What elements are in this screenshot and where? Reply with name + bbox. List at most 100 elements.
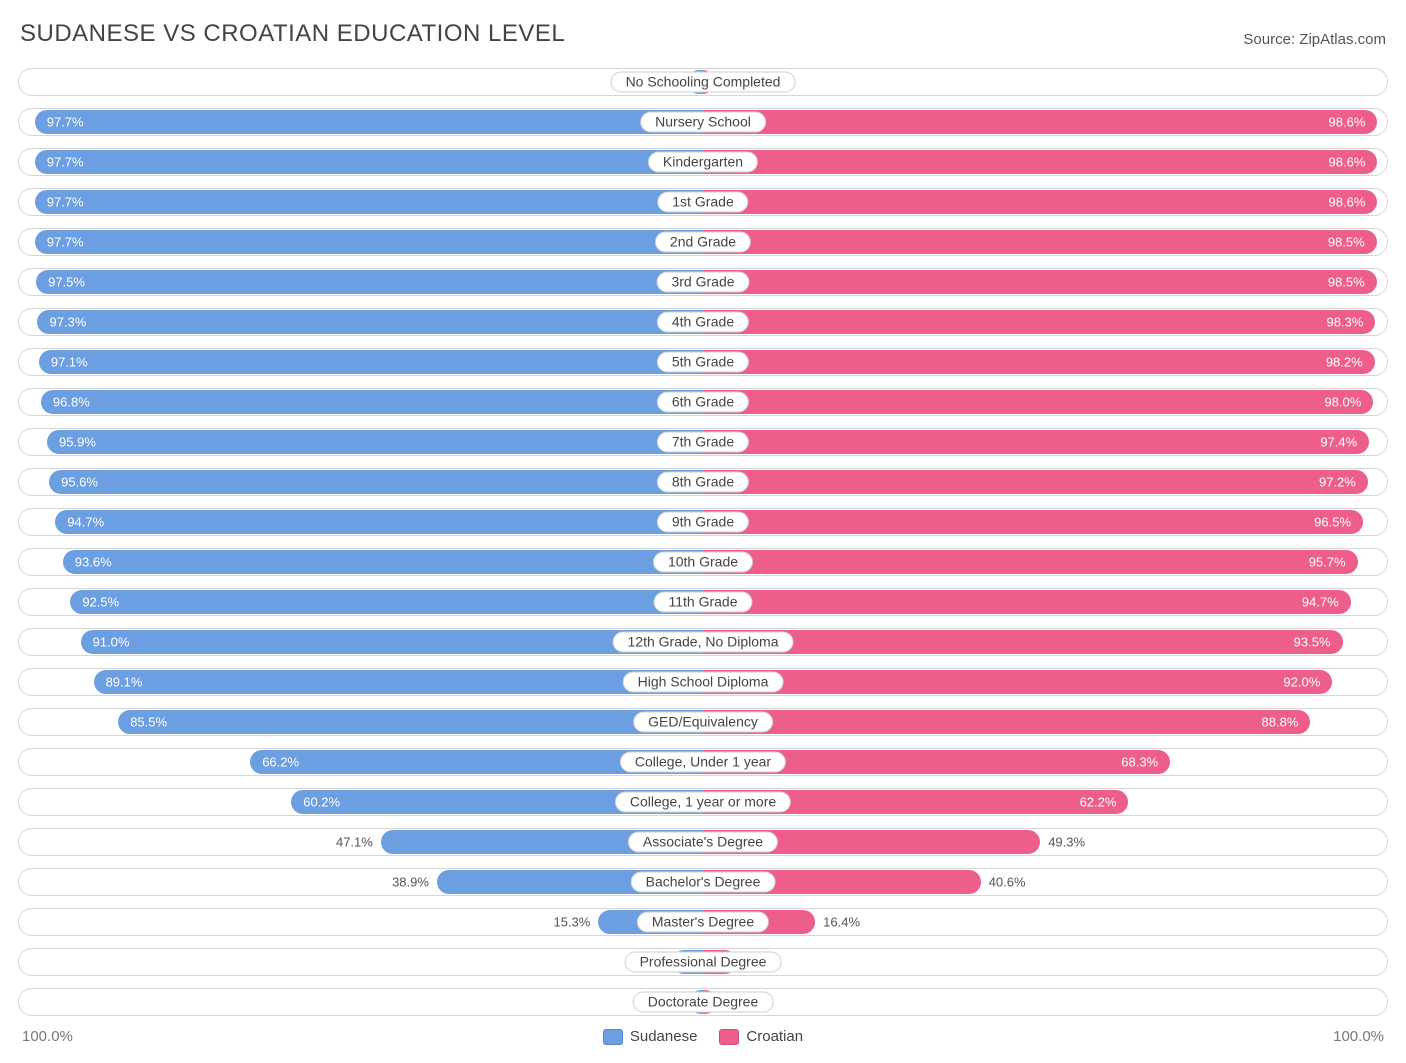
bar-right	[703, 230, 1377, 254]
row-right-half: 94.7%	[703, 589, 1387, 615]
bar-left	[36, 270, 703, 294]
bar-right	[703, 550, 1358, 574]
value-right: 94.7%	[1302, 595, 1339, 610]
category-label: 1st Grade	[657, 192, 748, 213]
chart-row: 38.9%40.6%Bachelor's Degree	[18, 868, 1388, 896]
value-right: 97.2%	[1319, 475, 1356, 490]
row-right-half: 95.7%	[703, 549, 1387, 575]
value-left: 15.3%	[553, 915, 590, 930]
value-left: 89.1%	[106, 675, 143, 690]
category-label: 6th Grade	[657, 392, 749, 413]
row-right-half: 98.3%	[703, 309, 1387, 335]
value-left: 66.2%	[262, 755, 299, 770]
chart-row: 2.1%2.0%Doctorate Degree	[18, 988, 1388, 1016]
row-right-half: 92.0%	[703, 669, 1387, 695]
value-left: 97.7%	[47, 115, 84, 130]
value-right: 98.3%	[1326, 315, 1363, 330]
value-right: 98.6%	[1329, 155, 1366, 170]
category-label: Master's Degree	[637, 912, 769, 933]
value-left: 38.9%	[392, 875, 429, 890]
row-left-half: 95.6%	[19, 469, 703, 495]
value-right: 49.3%	[1048, 835, 1085, 850]
row-left-half: 2.3%	[19, 69, 703, 95]
value-right: 92.0%	[1283, 675, 1320, 690]
bar-right	[703, 510, 1363, 534]
legend-label-right: Croatian	[746, 1028, 803, 1045]
row-right-half: 4.9%	[703, 949, 1387, 975]
row-right-half: 96.5%	[703, 509, 1387, 535]
chart-row: 92.5%94.7%11th Grade	[18, 588, 1388, 616]
bar-left	[35, 150, 703, 174]
value-left: 95.6%	[61, 475, 98, 490]
bar-left	[35, 110, 703, 134]
chart-row: 97.7% 98.6% Nursery School	[18, 108, 1388, 136]
bar-right	[703, 590, 1351, 614]
chart-row: 2.3%1.5%No Schooling Completed	[18, 68, 1388, 96]
value-right: 68.3%	[1121, 755, 1158, 770]
value-right: 16.4%	[823, 915, 860, 930]
bar-right	[703, 110, 1377, 134]
diverging-bar-chart: 2.3%1.5%No Schooling Completed 97.7% 98.6%…	[18, 68, 1388, 1016]
bar-left	[47, 430, 703, 454]
row-left-half: 60.2%	[19, 789, 703, 815]
chart-row: 97.7%98.5%2nd Grade	[18, 228, 1388, 256]
row-right-half: 2.0%	[703, 989, 1387, 1015]
source-name: ZipAtlas.com	[1299, 31, 1386, 48]
value-left: 85.5%	[130, 715, 167, 730]
row-left-half: 66.2%	[19, 749, 703, 775]
row-left-half: 97.7%	[19, 109, 703, 135]
category-label: Kindergarten	[648, 152, 758, 173]
value-right: 98.6%	[1329, 115, 1366, 130]
chart-row: 95.6%97.2%8th Grade	[18, 468, 1388, 496]
category-label: College, Under 1 year	[620, 752, 786, 773]
chart-row: 94.7%96.5%9th Grade	[18, 508, 1388, 536]
axis-max-right: 100.0%	[1333, 1028, 1384, 1045]
bar-right	[703, 150, 1377, 174]
value-right: 98.5%	[1328, 275, 1365, 290]
bar-left	[41, 390, 703, 414]
row-left-half: 38.9%	[19, 869, 703, 895]
row-right-half: 1.5%	[703, 69, 1387, 95]
bar-left	[63, 550, 703, 574]
category-label: 9th Grade	[657, 512, 749, 533]
value-right: 96.5%	[1314, 515, 1351, 530]
category-label: Bachelor's Degree	[631, 872, 776, 893]
row-right-half: 98.6%	[703, 149, 1387, 175]
category-label: Associate's Degree	[628, 832, 778, 853]
bar-left	[39, 350, 703, 374]
row-right-half: 98.5%	[703, 269, 1387, 295]
bar-left	[35, 230, 703, 254]
chart-row: 93.6%95.7%10th Grade	[18, 548, 1388, 576]
chart-footer: 100.0% 100.0% Sudanese Croatian	[18, 1028, 1388, 1045]
bar-left	[70, 590, 703, 614]
legend-item-right: Croatian	[719, 1028, 803, 1045]
category-label: 3rd Grade	[656, 272, 749, 293]
category-label: 4th Grade	[657, 312, 749, 333]
category-label: 7th Grade	[657, 432, 749, 453]
bar-right	[703, 670, 1332, 694]
chart-row: 89.1% 92.0% High School Diploma	[18, 668, 1388, 696]
chart-row: 66.2% 68.3% College, Under 1 year	[18, 748, 1388, 776]
row-left-half: 47.1%	[19, 829, 703, 855]
row-left-half: 97.3%	[19, 309, 703, 335]
category-label: Nursery School	[640, 112, 766, 133]
row-left-half: 89.1%	[19, 669, 703, 695]
category-label: 2nd Grade	[655, 232, 751, 253]
value-right: 97.4%	[1320, 435, 1357, 450]
bar-right	[703, 710, 1310, 734]
bar-left	[55, 510, 703, 534]
chart-row: 95.9%97.4%7th Grade	[18, 428, 1388, 456]
chart-row: 97.5% 98.5% 3rd Grade	[18, 268, 1388, 296]
bar-right	[703, 190, 1377, 214]
chart-row: 47.1% 49.3% Associate's Degree	[18, 828, 1388, 856]
chart-row: 97.1%98.2%5th Grade	[18, 348, 1388, 376]
value-left: 96.8%	[53, 395, 90, 410]
row-right-half: 97.2%	[703, 469, 1387, 495]
row-right-half: 93.5%	[703, 629, 1387, 655]
row-left-half: 93.6%	[19, 549, 703, 575]
legend-label-left: Sudanese	[630, 1028, 698, 1045]
bar-left	[49, 470, 703, 494]
row-left-half: 97.5%	[19, 269, 703, 295]
chart-row: 97.3% 98.3% 4th Grade	[18, 308, 1388, 336]
category-label: High School Diploma	[623, 672, 784, 693]
